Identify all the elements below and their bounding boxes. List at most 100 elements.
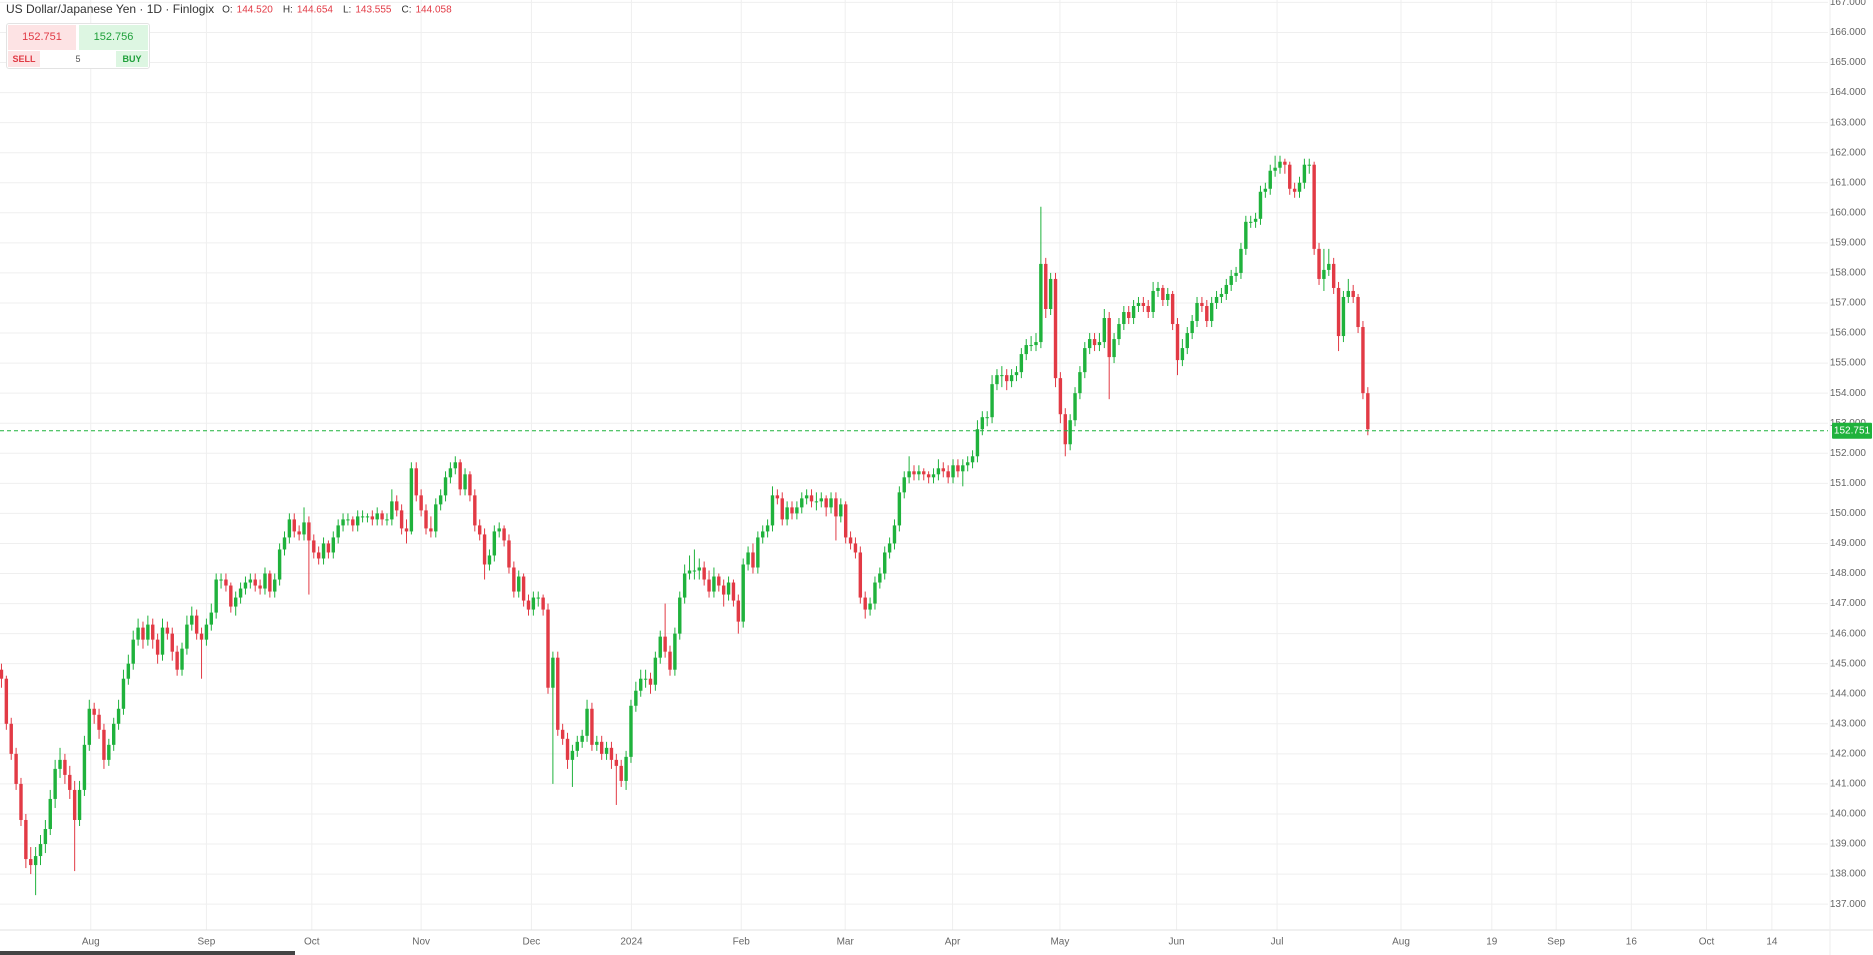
- candle-body: [253, 579, 257, 586]
- candle-body: [307, 522, 311, 541]
- last-price-label: 152.751: [1834, 425, 1871, 436]
- candle-body: [609, 747, 614, 760]
- candle-body: [834, 498, 838, 517]
- candle-body: [556, 657, 560, 730]
- candle-body: [136, 627, 140, 640]
- candle-body: [24, 819, 28, 860]
- candle-body: [1039, 263, 1043, 343]
- candle-body: [839, 504, 843, 517]
- candle-body: [443, 477, 448, 496]
- candle-body: [209, 612, 214, 625]
- candle-body: [639, 678, 643, 691]
- candle-body: [575, 741, 579, 751]
- candle-body: [111, 723, 116, 745]
- candle-body: [326, 543, 331, 553]
- candle-body: [1322, 269, 1326, 279]
- scrollbar[interactable]: [0, 951, 295, 955]
- candle-body: [765, 525, 770, 532]
- y-tick-label: 167.000: [1830, 0, 1867, 8]
- x-tick-label: Mar: [837, 937, 855, 948]
- candle-body: [1122, 312, 1126, 325]
- candle-body: [175, 651, 179, 670]
- candle-body: [961, 465, 965, 472]
- candle-body: [1058, 378, 1063, 415]
- candle-body: [1249, 221, 1253, 223]
- candle-body: [380, 513, 384, 520]
- candle-body: [878, 573, 882, 583]
- candle-body: [14, 753, 18, 784]
- candle-body: [1224, 284, 1229, 294]
- candle-body: [321, 543, 326, 559]
- candle-body: [1141, 302, 1146, 306]
- candle-body: [775, 495, 780, 499]
- y-tick-label: 163.000: [1830, 117, 1867, 128]
- candle-body: [370, 516, 375, 520]
- candle-body: [1175, 324, 1180, 361]
- candle-body: [487, 555, 492, 565]
- candle-body: [409, 468, 414, 532]
- quantity-input[interactable]: 5: [75, 54, 81, 64]
- y-tick-label: 156.000: [1830, 328, 1867, 339]
- candle-body: [1107, 318, 1111, 358]
- candle-body: [375, 513, 379, 520]
- axis-labels: 137.000 138.000 139.000 140.000 141.000 142.0…: [82, 0, 1872, 948]
- candle-body: [1127, 312, 1131, 319]
- candle-body: [365, 516, 370, 518]
- candle-body: [580, 735, 584, 742]
- y-tick-label: 155.000: [1830, 358, 1867, 369]
- candle-body: [634, 690, 638, 706]
- candle-body: [1112, 339, 1116, 358]
- candle-body: [663, 636, 667, 652]
- buy-button[interactable]: BUY: [116, 51, 148, 67]
- candle-body: [482, 534, 487, 565]
- candle-body: [87, 708, 92, 745]
- candle-body: [219, 579, 223, 581]
- candle-body: [668, 651, 672, 670]
- candle-body: [68, 774, 72, 790]
- candle-body: [531, 597, 536, 610]
- y-tick-label: 151.000: [1830, 478, 1867, 489]
- candle-body: [151, 624, 155, 640]
- sell-button[interactable]: SELL: [8, 51, 40, 67]
- ohlc-value: 144.520: [237, 5, 274, 16]
- candle-body: [243, 582, 248, 589]
- candle-body: [1327, 263, 1331, 270]
- candle-body: [155, 639, 160, 655]
- candle-body: [414, 468, 418, 496]
- candle-body: [492, 531, 497, 556]
- legend: US Dollar/Japanese Yen · 1D · Finlogix O…: [6, 2, 452, 16]
- candle-body: [941, 468, 945, 472]
- y-tick-label: 145.000: [1830, 658, 1867, 669]
- candle-body: [146, 624, 150, 640]
- candle-body: [1034, 342, 1038, 346]
- buy-price[interactable]: 152.756: [79, 25, 148, 50]
- candle-body: [653, 657, 658, 685]
- ohlc-label: C:: [401, 5, 411, 16]
- candle-body: [1097, 342, 1102, 346]
- candle-body: [33, 856, 38, 866]
- x-tick-label: 16: [1626, 937, 1638, 948]
- candle-body: [1131, 305, 1136, 319]
- candle-body: [395, 501, 399, 511]
- candle-body: [804, 495, 809, 499]
- candle-body: [385, 519, 389, 521]
- y-tick-label: 149.000: [1830, 538, 1867, 549]
- candle-body: [595, 741, 599, 745]
- candle-body: [58, 759, 62, 769]
- candle-body: [746, 552, 750, 565]
- candle-body: [1073, 393, 1077, 421]
- candle-body: [463, 474, 467, 490]
- candle-body: [946, 471, 950, 478]
- candle-body: [824, 498, 828, 508]
- candle-body: [624, 756, 628, 781]
- candle-body: [1117, 324, 1121, 340]
- sell-price[interactable]: 152.751: [8, 25, 76, 50]
- y-tick-label: 164.000: [1830, 87, 1867, 98]
- candle-body: [1297, 182, 1302, 192]
- y-tick-label: 160.000: [1830, 207, 1867, 218]
- candle-body: [1253, 218, 1258, 222]
- candle-body: [751, 552, 755, 568]
- candle-body: [614, 759, 619, 766]
- candle-body: [1307, 164, 1311, 166]
